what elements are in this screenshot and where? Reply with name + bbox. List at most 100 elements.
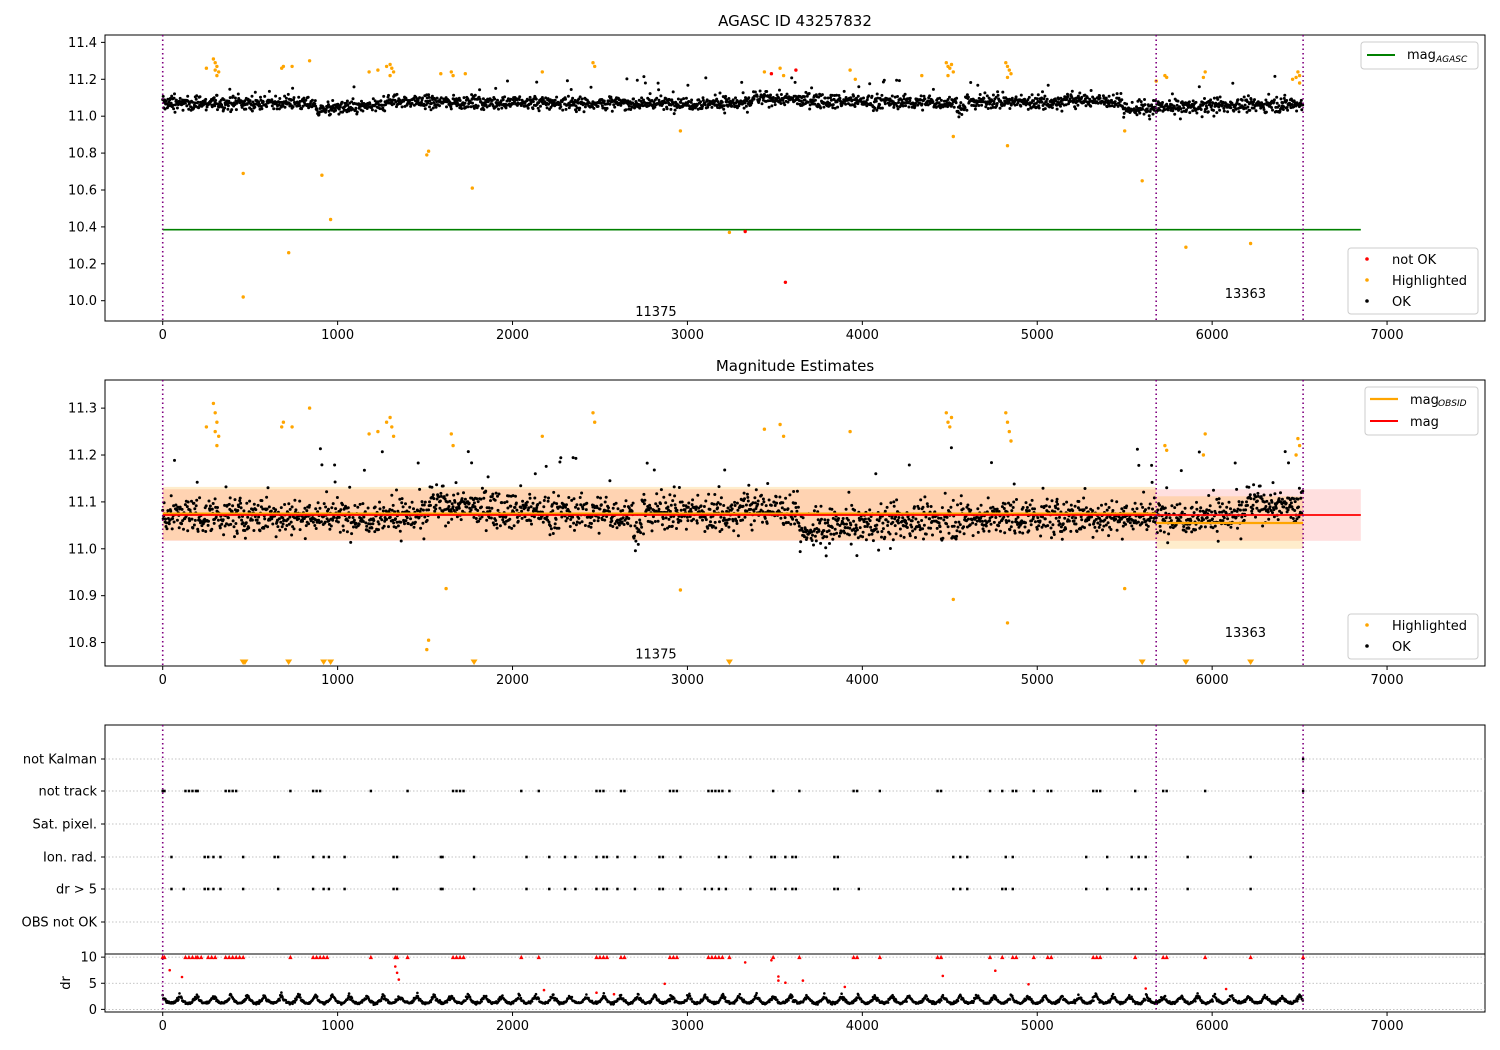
ok-point <box>574 456 578 460</box>
ok-point <box>183 101 187 105</box>
ok-point <box>779 516 783 520</box>
ok-point <box>536 503 540 506</box>
ok-point <box>1089 104 1093 108</box>
ok-point <box>735 522 739 525</box>
ok-point <box>447 505 451 508</box>
ok-point <box>844 507 848 511</box>
ok-point <box>674 506 678 510</box>
ok-point <box>631 501 635 505</box>
ok-point <box>1122 509 1126 513</box>
ok-point <box>288 507 292 511</box>
ok-point <box>829 96 832 100</box>
ok-point <box>347 109 351 113</box>
ok-point <box>1272 515 1276 519</box>
ok-point <box>1014 95 1018 99</box>
ok-point <box>331 99 335 102</box>
ok-point <box>952 105 956 109</box>
ok-point <box>1140 521 1144 525</box>
ok-point <box>223 503 227 507</box>
ok-point <box>1270 106 1273 109</box>
ok-point <box>1120 507 1124 511</box>
highlighted-point <box>213 61 217 65</box>
ok-point <box>1012 482 1016 486</box>
ok-point <box>1234 107 1238 111</box>
ok-point <box>656 504 660 508</box>
ok-point <box>971 521 975 525</box>
ok-point <box>597 531 601 535</box>
ok-point <box>1115 528 1119 532</box>
highlighted-point <box>1297 81 1302 85</box>
ok-point <box>810 530 814 534</box>
ok-point <box>1216 97 1220 101</box>
ok-point <box>439 96 443 100</box>
ok-point <box>863 525 867 528</box>
ok-point <box>410 101 414 105</box>
ok-point <box>623 504 627 508</box>
ok-point <box>722 107 726 111</box>
ok-point <box>1271 481 1275 485</box>
ok-point <box>1135 113 1139 117</box>
ok-point <box>1271 511 1274 515</box>
ok-point <box>1111 509 1115 512</box>
ok-point <box>600 518 604 522</box>
ok-point <box>1043 107 1047 111</box>
ok-point <box>194 97 198 101</box>
ok-point <box>265 105 269 109</box>
ok-point <box>1270 500 1274 504</box>
ok-point <box>987 529 991 533</box>
ok-point <box>347 515 351 519</box>
ok-point <box>334 507 338 511</box>
ok-point <box>642 98 645 102</box>
ok-point <box>686 83 690 87</box>
ok-point <box>1002 507 1006 510</box>
ok-point <box>381 509 385 513</box>
ok-point <box>1237 102 1241 106</box>
ok-point <box>810 86 814 90</box>
ok-point <box>753 90 757 94</box>
ok-point <box>435 96 439 100</box>
ok-point <box>1282 105 1286 109</box>
ok-point <box>1255 506 1259 510</box>
ok-point <box>1245 110 1249 114</box>
ok-point <box>1277 497 1281 501</box>
ok-point <box>178 505 182 509</box>
ok-point <box>771 96 775 99</box>
ok-point <box>509 504 513 508</box>
ok-point <box>180 507 184 511</box>
ok-point <box>1277 104 1281 108</box>
ok-point <box>736 534 740 538</box>
ok-point <box>1089 89 1093 92</box>
ok-point <box>307 522 311 526</box>
ok-point <box>1212 108 1215 112</box>
ok-point <box>737 515 741 519</box>
ok-point <box>1218 510 1222 514</box>
ok-point <box>706 526 710 530</box>
ok-point <box>1168 99 1171 103</box>
ok-point <box>999 529 1002 533</box>
ok-point <box>928 94 932 98</box>
ok-point <box>1083 526 1086 530</box>
ok-point <box>1295 109 1299 113</box>
ok-point <box>1208 101 1212 104</box>
ok-point <box>1046 524 1050 528</box>
ok-point <box>830 507 834 511</box>
x-tick-label: 3000 <box>671 328 704 343</box>
ok-point <box>743 101 747 105</box>
ok-point <box>656 519 660 523</box>
ok-point <box>342 528 346 532</box>
ok-point <box>1206 110 1210 114</box>
ok-point <box>519 484 523 488</box>
ok-point <box>831 106 835 110</box>
ok-point <box>326 105 329 109</box>
ok-point <box>244 521 248 525</box>
ok-point <box>730 507 734 511</box>
ok-point <box>1101 528 1104 532</box>
ok-point <box>531 100 535 103</box>
ok-point <box>1014 517 1018 521</box>
ok-point <box>383 109 387 113</box>
ok-point <box>490 506 494 510</box>
ok-point <box>939 98 943 102</box>
ok-point <box>747 96 751 100</box>
ok-point <box>1053 510 1057 514</box>
ok-point <box>742 106 746 110</box>
